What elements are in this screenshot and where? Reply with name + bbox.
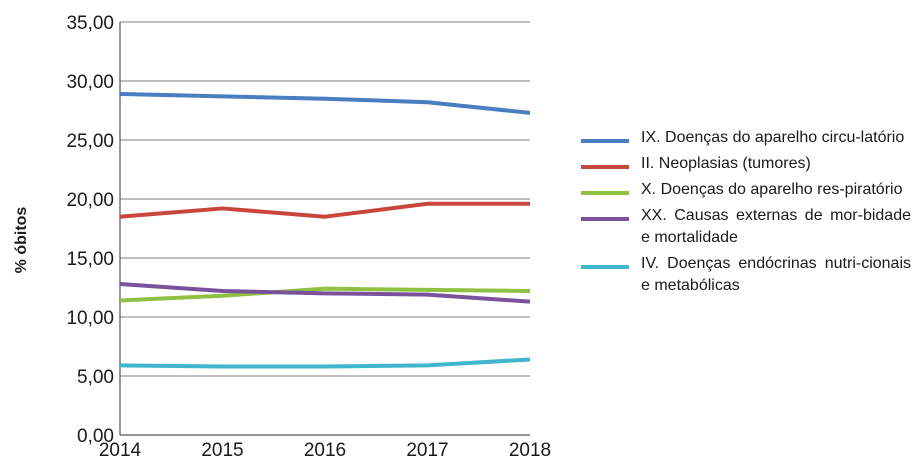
x-tick-label: 2015 xyxy=(201,440,243,457)
x-tick-label: 2014 xyxy=(99,440,142,457)
y-tick-label: 10,00 xyxy=(66,308,114,329)
y-tick-label: 15,00 xyxy=(66,249,114,270)
series-line xyxy=(119,201,530,219)
legend-item: IX. Doenças do aparelho circu-latório xyxy=(581,127,911,149)
series-lines xyxy=(119,91,531,369)
legend-swatch xyxy=(581,265,629,269)
legend-label: XX. Causas externas de mor-bidade e mort… xyxy=(641,207,911,246)
series-line xyxy=(119,286,531,303)
legend-label: IV. Doenças endócrinas nutri-cionais e m… xyxy=(641,255,911,294)
series-line xyxy=(119,281,531,304)
y-tick-label: 0,00 xyxy=(77,426,114,447)
series-line xyxy=(119,91,531,115)
legend-swatch xyxy=(581,165,629,169)
legend-label: II. Neoplasias (tumores) xyxy=(641,155,811,172)
x-tick-label: 2018 xyxy=(509,440,551,457)
x-tick-label: 2017 xyxy=(406,440,448,457)
legend-label: IX. Doenças do aparelho circu-latório xyxy=(641,129,905,146)
y-tick-label: 5,00 xyxy=(77,367,114,388)
legend-item: XX. Causas externas de mor-bidade e mort… xyxy=(581,205,911,249)
series-line xyxy=(119,357,531,369)
y-tick-label: 30,00 xyxy=(66,72,114,93)
line-chart: 0,00 5,00 10,00 15,00 20,00 25,00 30,00 35,00 2… xyxy=(13,13,551,457)
y-axis-label: % óbitos xyxy=(13,207,30,274)
legend-label: X. Doenças do aparelho res-piratório xyxy=(641,181,903,198)
y-tick-label: 25,00 xyxy=(66,131,114,152)
legend-swatch xyxy=(581,191,629,195)
x-tick-label: 2016 xyxy=(304,440,346,457)
y-axis-ticks: 0,00 5,00 10,00 15,00 20,00 25,00 30,00 35,00 xyxy=(66,13,114,447)
legend-item: IV. Doenças endócrinas nutri-cionais e m… xyxy=(581,253,911,297)
legend-item: II. Neoplasias (tumores) xyxy=(581,153,911,175)
legend-swatch xyxy=(581,217,629,221)
legend: IX. Doenças do aparelho circu-latório II… xyxy=(581,127,911,301)
y-tick-label: 20,00 xyxy=(66,190,114,211)
legend-item: X. Doenças do aparelho res-piratório xyxy=(581,179,911,201)
x-axis-ticks: 2014 2015 2016 2017 2018 xyxy=(99,440,551,457)
grid-lines xyxy=(119,21,530,436)
legend-swatch xyxy=(581,139,629,143)
y-tick-label: 35,00 xyxy=(66,13,114,34)
